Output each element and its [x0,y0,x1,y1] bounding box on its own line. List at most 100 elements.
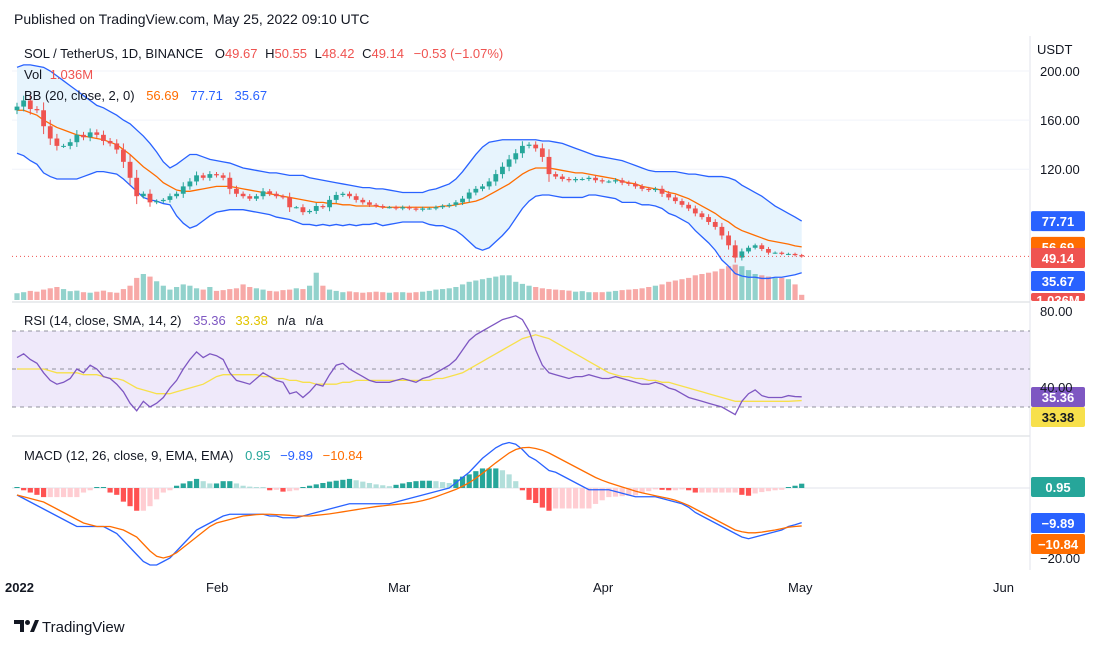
macd-histogram-bar [692,488,698,493]
volume-bar [659,284,665,300]
macd-histogram-bar [220,481,226,488]
volume-label[interactable]: Vol [24,67,42,82]
macd-histogram-bar [513,481,519,488]
volume-bar [739,266,745,300]
candle-body [160,199,166,202]
candle-body [367,202,372,205]
macd-histogram-bar [745,488,752,496]
close-price-tag-text: 49.14 [1042,251,1075,266]
candle-body [353,196,359,200]
volume-bar [373,291,379,300]
candle-body [420,208,426,210]
candle-body [772,252,778,254]
volume-bar [386,292,392,300]
candle-body [114,143,120,150]
volume-bar [459,284,466,300]
candle-body [134,177,140,197]
candle-body [446,204,452,207]
candle-body [81,134,86,138]
macd-histogram-bar [573,488,579,509]
macd-histogram-bar [54,488,60,498]
macd-histogram-bar [566,488,572,509]
candle-body [207,174,213,178]
symbol-label[interactable]: SOL / TetherUS, 1D, BINANCE [24,46,204,61]
volume-bar [127,285,133,300]
candle-body [200,175,206,178]
volume-bar [573,291,579,300]
volume-bar [120,289,126,300]
candle-body [400,207,406,209]
macd-histogram-bar [499,470,506,488]
macd-histogram-bar [87,488,93,491]
macd-histogram-bar [646,488,652,492]
candle-body [553,174,559,177]
volume-bar [160,285,166,300]
bb-lower-tag-text: 35.67 [1042,274,1075,289]
candle-body [706,217,711,222]
volume-bar [213,290,220,300]
rsi-legend: RSI (14, close, SMA, 14, 2) 35.36 33.38 … [24,313,324,328]
macd-signal-tag: −10.84 [1031,534,1085,554]
tradingview-logo-icon[interactable] [14,620,39,632]
macd-histogram-bar [200,481,206,488]
candle-body [613,180,618,182]
candle-body [234,188,239,194]
macd-histogram-bar [672,488,678,491]
candle-body [313,206,319,211]
rsi-tag-bg [1031,387,1085,407]
volume-bar [612,290,619,300]
candle-body [546,156,552,175]
volume-bar [267,290,273,300]
candle-body [380,206,386,208]
candle-body [712,221,718,227]
macd-histogram-bar [14,487,20,488]
macd-histogram-bar [167,488,173,491]
volume-bar [174,287,180,300]
bb-label[interactable]: BB (20, close, 2, 0) [24,88,135,103]
volume-bar [393,292,399,300]
volume-bar [220,290,226,300]
bb-lower-tag-bg [1031,271,1085,291]
macd-histogram-bar [706,488,712,493]
candle-body [559,176,565,180]
candle-body [480,186,485,189]
macd-histogram-bar [134,488,140,511]
macd-pane-layer [12,441,1030,566]
rsi-label[interactable]: RSI (14, close, SMA, 14, 2) [24,313,182,328]
low-value: 48.42 [322,46,355,61]
volume-bar [599,292,605,300]
candle-body [87,132,93,138]
volume-bar [632,289,639,300]
price-pane-layer [12,64,1030,300]
candle-body [646,188,652,191]
candle-body [227,177,233,189]
candle-body [220,175,226,178]
rsi-sma-tag-text: 33.38 [1042,410,1075,425]
macd-histogram-bar [752,488,758,494]
volume-bar [406,292,412,300]
footer-brand[interactable]: TradingView [42,619,125,636]
rsi-tag: 35.36 [1031,387,1085,407]
candle-body [746,247,751,252]
macd-label[interactable]: MACD (12, 26, close, 9, EMA, EMA) [24,448,234,463]
volume-bar [167,289,173,300]
candle-body [732,245,738,258]
macd-histogram-bar [333,480,339,488]
macd-histogram-bar [732,488,738,493]
candle-body [406,207,412,209]
high-label: H [265,46,274,61]
volume-bar [559,290,565,300]
volume-bar [21,292,27,300]
volume-bar [652,285,658,300]
macd-histogram-bar [326,481,333,488]
macd-histogram-bar [346,478,353,488]
volume-bar [320,285,326,300]
volume-bar [745,270,752,300]
candle-body [726,235,731,246]
high-value: 50.55 [275,46,308,61]
candle-body [174,193,179,197]
volume-bar [440,289,446,300]
macd-histogram-bar [227,481,233,488]
candle-body [27,100,33,110]
volume-value: 1.036M [50,67,93,82]
